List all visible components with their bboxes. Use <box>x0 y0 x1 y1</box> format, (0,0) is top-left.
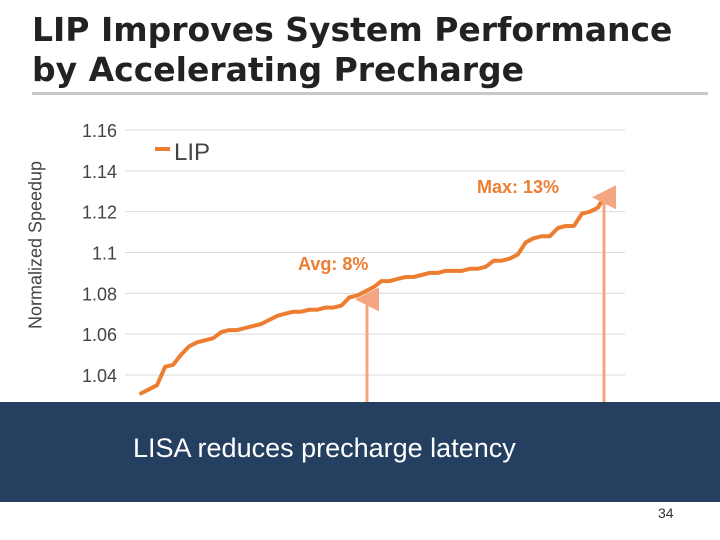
annotation-arrows: Avg: 8% Max: 13% <box>298 177 616 402</box>
y-tick-label: 1.08 <box>82 284 117 304</box>
title-divider <box>32 92 708 95</box>
legend-label-lip: LIP <box>174 139 210 166</box>
y-tick-label: 1.12 <box>82 203 117 223</box>
legend: LIP <box>155 139 210 166</box>
gridlines <box>125 129 625 376</box>
takeaway-banner <box>0 402 720 502</box>
series-layer <box>139 191 616 396</box>
y-tick-label: 1.16 <box>82 121 117 141</box>
y-tick-label: 1.1 <box>92 244 117 264</box>
y-tick-label: 1.14 <box>82 162 117 182</box>
page-number: 34 <box>658 505 674 521</box>
series-line-lip <box>139 191 616 396</box>
y-tick-label: 1.06 <box>82 325 117 345</box>
y-tick-labels: 1.04 1.06 1.08 1.1 1.12 1.14 1.16 <box>82 121 117 386</box>
slide-title: LIP Improves System Performance by Accel… <box>32 10 673 89</box>
takeaway-text: LISA reduces precharge latency <box>133 433 516 463</box>
y-tick-label: 1.04 <box>82 366 117 386</box>
annotation-label: Avg: 8% <box>298 254 368 274</box>
annotation-label: Max: 13% <box>477 177 559 197</box>
